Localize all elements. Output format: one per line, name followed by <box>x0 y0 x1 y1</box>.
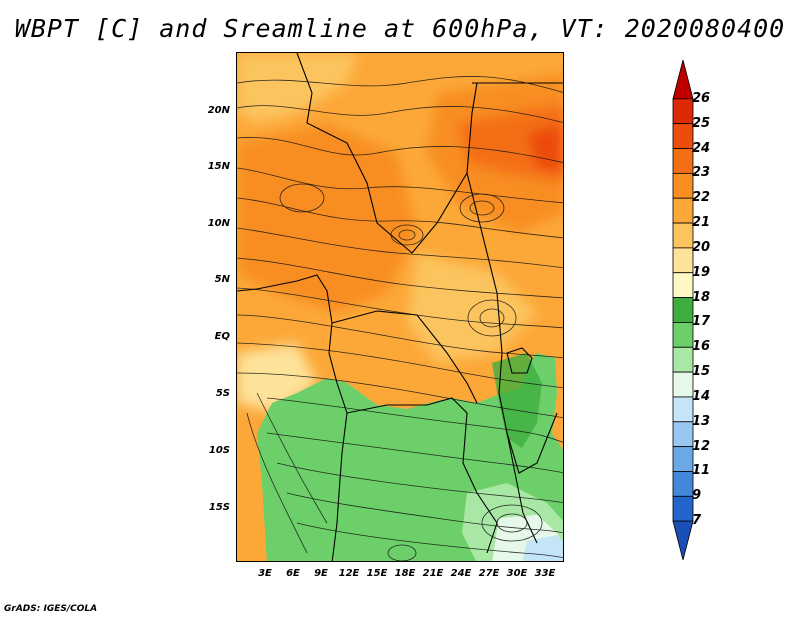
colorbar-swatch <box>672 148 694 174</box>
streamline <box>246 412 308 554</box>
lat-label-10s: 10S <box>208 445 230 456</box>
streamline <box>266 432 563 474</box>
colorbar-swatch <box>672 446 694 472</box>
colorbar-label: 20 <box>692 239 711 255</box>
lon-label-12e: 12E <box>338 568 360 579</box>
lon-label-9e: 9E <box>314 568 328 579</box>
colorbar-label: 16 <box>692 339 711 355</box>
vortex <box>459 193 505 223</box>
colorbar-swatch <box>672 172 694 199</box>
lon-label-27e: 27E <box>478 568 500 579</box>
lon-label-18e: 18E <box>394 568 416 579</box>
lon-label-3e: 3E <box>258 568 272 579</box>
vortex <box>481 504 543 542</box>
streamline-layer <box>237 76 563 561</box>
border-north <box>296 53 478 254</box>
colorbar-label: 24 <box>692 140 711 156</box>
streamline <box>237 314 563 359</box>
colorbar-label: 26 <box>692 90 711 106</box>
lon-label-21e: 21E <box>422 568 444 579</box>
colorbar-label: 9 <box>692 488 702 504</box>
streamline <box>237 227 563 269</box>
colorbar-label: 11 <box>692 463 711 479</box>
lat-label-5s: 5S <box>215 388 230 399</box>
streamline <box>237 287 563 329</box>
streamline <box>266 397 563 443</box>
border-south <box>346 397 498 554</box>
colorbar-label: 25 <box>692 115 711 131</box>
colorbar-swatch <box>672 197 694 224</box>
lat-label-15s: 15S <box>208 502 230 513</box>
colorbar-arrow-bottom <box>672 520 694 560</box>
streamline <box>296 522 563 559</box>
border-east <box>466 172 558 474</box>
lon-label-6e: 6E <box>286 568 300 579</box>
streamline <box>256 392 328 524</box>
vortex <box>469 200 495 216</box>
colorbar-label: 13 <box>692 413 711 429</box>
lat-label-5n: 5N <box>214 274 230 285</box>
lat-label-eq: EQ <box>214 331 230 342</box>
streamline <box>237 197 563 239</box>
colorbar-label: 15 <box>692 364 711 380</box>
lon-label-33e: 33E <box>534 568 556 579</box>
colorbar-arrow-top <box>672 60 694 100</box>
colorbar-label: 18 <box>692 289 711 305</box>
colorbar-label: 23 <box>692 165 711 181</box>
colorbar-label: 17 <box>692 314 711 330</box>
coastline-west <box>237 274 348 561</box>
streamline <box>237 342 563 389</box>
colorbar-swatch <box>672 396 694 423</box>
streamline <box>237 76 563 93</box>
streamline <box>237 137 563 163</box>
lon-label-15e: 15E <box>366 568 388 579</box>
vortex <box>479 308 505 328</box>
colorbar-label: 21 <box>692 215 711 231</box>
grads-credit: GrADS: IGES/COLA <box>4 604 98 614</box>
lat-label-10n: 10N <box>207 218 230 229</box>
colorbar-swatch <box>672 297 694 323</box>
colorbar-swatch <box>672 98 694 125</box>
colorbar-label: 7 <box>692 513 702 529</box>
field-22c-north <box>237 123 417 313</box>
colorbar-swatch <box>672 371 694 398</box>
lon-label-24e: 24E <box>450 568 472 579</box>
border-southeast <box>506 432 538 544</box>
field-18c-fringe <box>492 353 542 448</box>
lake-victoria <box>506 347 533 374</box>
colorbar-swatch <box>672 222 694 249</box>
colorbar-swatch <box>672 495 694 522</box>
lat-label-20n: 20N <box>207 105 230 116</box>
vortex <box>496 513 528 533</box>
vortex <box>279 183 325 213</box>
colorbar-swatch <box>672 471 694 497</box>
streamline <box>276 462 563 504</box>
border-central <box>331 310 478 404</box>
colorbar-label: 22 <box>692 190 711 206</box>
vortex <box>387 544 417 561</box>
streamline <box>237 372 563 419</box>
streamline <box>237 257 563 299</box>
streamline <box>237 105 563 123</box>
vortex <box>467 299 517 337</box>
colorbar-label: 14 <box>692 388 711 404</box>
lon-label-30e: 30E <box>506 568 528 579</box>
colorbar-swatch <box>672 123 694 149</box>
coastline-layer <box>237 53 563 561</box>
colorbar-label: 12 <box>692 438 711 454</box>
streamline <box>286 492 563 534</box>
colorbar-swatch <box>672 322 694 348</box>
colorbar-swatch <box>672 421 694 448</box>
colorbar-label: 19 <box>692 264 711 280</box>
colorbar <box>672 60 694 560</box>
chart-title: WBPT [C] and Sreamline at 600hPa, VT: 20… <box>14 14 786 43</box>
map-panel <box>236 52 564 562</box>
colorbar-swatch <box>672 272 694 298</box>
field-14c-south <box>522 535 563 561</box>
vortex <box>390 224 424 246</box>
lat-label-15n: 15N <box>207 161 230 172</box>
colorbar-swatch <box>672 247 694 274</box>
colorbar-swatch <box>672 346 694 373</box>
vortex <box>398 229 416 241</box>
